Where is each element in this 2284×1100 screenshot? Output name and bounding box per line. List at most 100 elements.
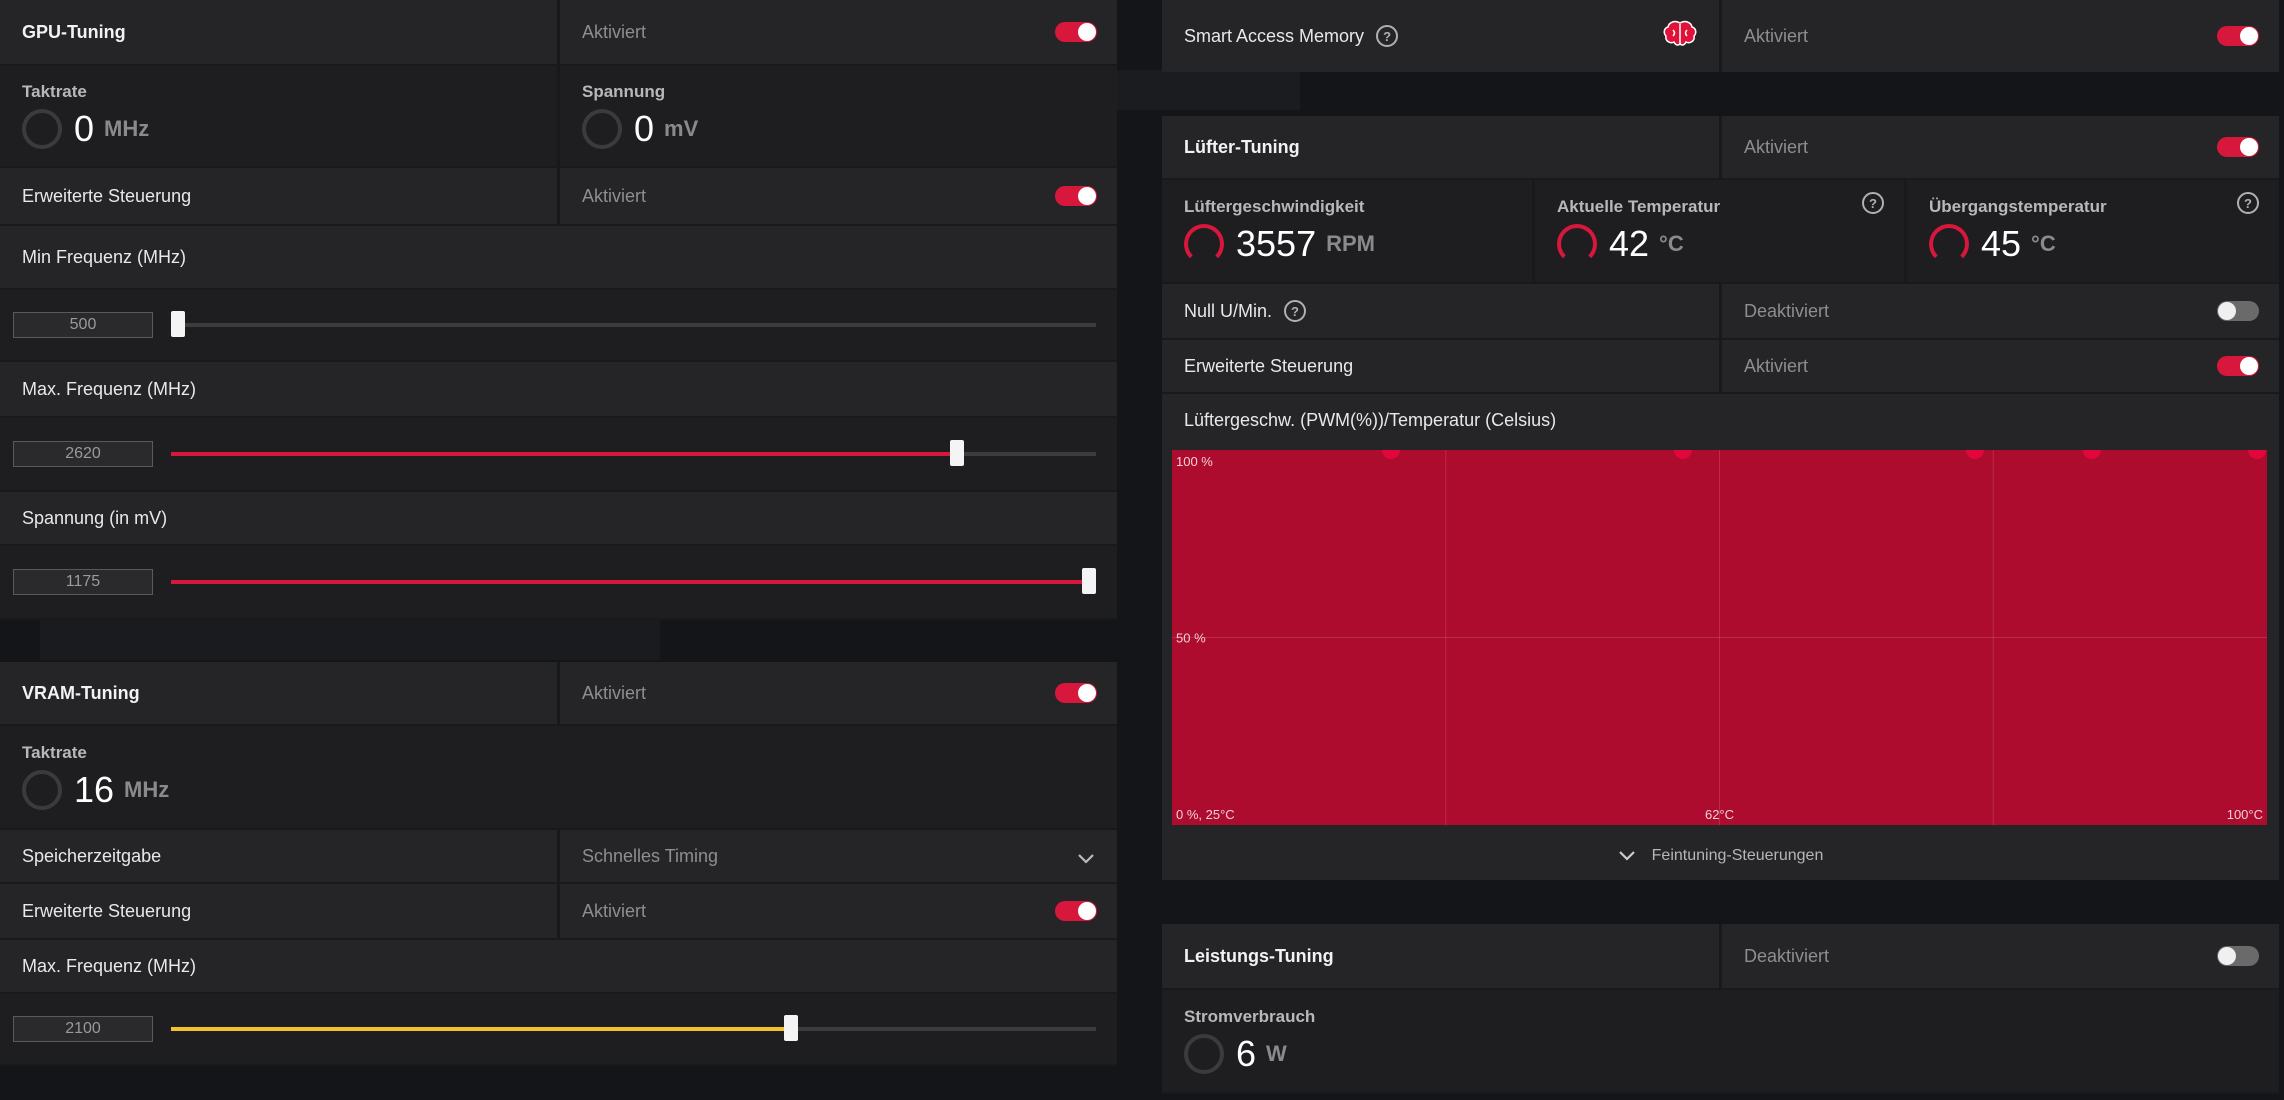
zero-rpm-toggle[interactable]	[2217, 301, 2259, 321]
fan-speed-value: 3557	[1236, 223, 1317, 264]
vram-tuning-header: VRAM-Tuning Aktiviert	[0, 662, 1117, 726]
fan-tuning-toggle[interactable]	[2217, 137, 2259, 157]
smart-access-memory-toggle[interactable]	[2217, 26, 2259, 46]
vram-clock-label: Taktrate	[22, 743, 87, 762]
max-freq-slider-row: 2620	[0, 418, 1117, 492]
vram-max-freq-label: Max. Frequenz (MHz)	[22, 955, 197, 976]
help-icon[interactable]: ?	[1376, 25, 1399, 47]
vram-clock-row: Taktrate 16 MHz	[0, 726, 1117, 830]
max-freq-slider[interactable]	[171, 440, 1096, 466]
junction-temperature-label: Übergangstemperatur	[1929, 197, 2107, 216]
brain-icon	[1663, 20, 1697, 53]
fan-tuning-panel: Lüfter-Tuning Aktiviert Lüftergeschwindi…	[1162, 116, 2279, 880]
power-tuning-toggle[interactable]	[2217, 946, 2259, 966]
fan-metrics-row: Lüftergeschwindigkeit 3557 RPM ? Aktuell…	[1162, 180, 2279, 284]
vram-clock-value: 16	[74, 769, 115, 810]
current-temperature-metric: ? Aktuelle Temperatur 42 °C	[1532, 180, 1904, 282]
gpu-tuning-panel: GPU-Tuning Aktiviert Taktrate 0 MHz Span…	[0, 0, 1117, 620]
smart-access-memory-label: Smart Access Memory	[1184, 25, 1365, 46]
fine-tuning-row[interactable]: Feintuning-Steuerungen	[1162, 832, 2279, 880]
max-freq-slider-thumb[interactable]	[950, 440, 965, 466]
voltage-label-row: Spannung (in mV)	[0, 492, 1117, 546]
vram-clock-metric: Taktrate 16 MHz	[0, 726, 169, 828]
vram-max-freq-slider[interactable]	[171, 1015, 1096, 1041]
power-tuning-title: Leistungs-Tuning	[1184, 945, 1334, 966]
vram-advanced-state: Aktiviert	[582, 900, 647, 921]
help-icon[interactable]: ?	[2237, 192, 2259, 214]
voltage-slider-row: 1175	[0, 546, 1117, 620]
power-consumption-gauge-icon	[1184, 1034, 1224, 1074]
gpu-metrics-row: Taktrate 0 MHz Spannung 0 mV	[0, 66, 1117, 168]
gpu-voltage-metric: Spannung 0 mV	[557, 66, 1117, 166]
current-temperature-label: Aktuelle Temperatur	[1557, 197, 1721, 216]
vram-clock-gauge-icon	[22, 770, 62, 810]
gpu-clock-label: Taktrate	[22, 82, 87, 101]
power-consumption-row: Stromverbrauch 6 W	[1162, 990, 2279, 1094]
help-icon[interactable]: ?	[1862, 192, 1884, 214]
fan-curve-chart[interactable]: 100 % 50 % 0 %, 25°C 62°C 100°C	[1172, 441, 2267, 830]
current-temperature-value: 42	[1609, 223, 1650, 264]
power-tuning-panel: Leistungs-Tuning Deaktiviert Stromverbra…	[1162, 924, 2279, 1094]
y-tick-label-100: 100 %	[1176, 454, 1213, 469]
power-consumption-metric: Stromverbrauch 6 W	[1162, 990, 1315, 1092]
power-consumption-unit: W	[1266, 1041, 1287, 1066]
voltage-slider-thumb[interactable]	[1082, 568, 1096, 594]
memory-timing-dropdown[interactable]: Schnelles Timing	[557, 830, 1117, 882]
junction-temperature-unit: °C	[2031, 231, 2056, 256]
current-temperature-unit: °C	[1659, 231, 1684, 256]
power-tuning-header: Leistungs-Tuning Deaktiviert	[1162, 924, 2279, 990]
fan-speed-gauge-icon	[1184, 224, 1224, 264]
fan-advanced-label: Erweiterte Steuerung	[1184, 355, 1354, 376]
help-icon[interactable]: ?	[1284, 300, 1307, 322]
current-temperature-gauge-icon	[1557, 224, 1597, 264]
max-freq-label-row: Max. Frequenz (MHz)	[0, 362, 1117, 418]
gpu-advanced-state: Aktiviert	[582, 185, 647, 206]
voltage-slider-label: Spannung (in mV)	[22, 507, 168, 528]
chevron-down-icon	[1618, 850, 1636, 862]
fan-speed-metric: Lüftergeschwindigkeit 3557 RPM	[1162, 180, 1532, 282]
min-freq-label: Min Frequenz (MHz)	[22, 246, 187, 267]
zero-rpm-label: Null U/Min.	[1184, 300, 1273, 321]
fan-advanced-toggle[interactable]	[2217, 356, 2259, 376]
vram-advanced-row: Erweiterte Steuerung Aktiviert	[0, 884, 1117, 940]
vram-tuning-state: Aktiviert	[582, 682, 647, 703]
power-consumption-label: Stromverbrauch	[1184, 1007, 1316, 1026]
voltage-input[interactable]: 1175	[13, 569, 153, 595]
vram-max-freq-slider-thumb[interactable]	[783, 1015, 798, 1041]
gpu-voltage-label: Spannung	[582, 82, 666, 101]
max-freq-input[interactable]: 2620	[13, 441, 153, 467]
fan-tuning-state: Aktiviert	[1744, 136, 1809, 157]
x-tick-label-end: 100°C	[2227, 807, 2263, 822]
vram-tuning-title: VRAM-Tuning	[22, 682, 140, 703]
gpu-tuning-header: GPU-Tuning Aktiviert	[0, 0, 1117, 66]
junction-temperature-gauge-icon	[1929, 224, 1969, 264]
min-freq-slider[interactable]	[171, 311, 1096, 337]
fan-curve-svg[interactable]: 100 % 50 % 0 %, 25°C 62°C 100°C	[1172, 441, 2267, 830]
voltage-slider[interactable]	[171, 568, 1096, 594]
junction-temperature-metric: ? Übergangstemperatur 45 °C	[1904, 180, 2279, 282]
min-freq-slider-thumb[interactable]	[171, 311, 185, 337]
vram-tuning-toggle[interactable]	[1055, 683, 1097, 703]
gpu-voltage-value: 0	[634, 108, 655, 149]
vram-clock-unit: MHz	[124, 777, 170, 802]
memory-timing-row: Speicherzeitgabe Schnelles Timing	[0, 830, 1117, 884]
fan-speed-label: Lüftergeschwindigkeit	[1184, 197, 1365, 216]
vram-advanced-label: Erweiterte Steuerung	[22, 900, 192, 921]
chevron-down-icon	[1077, 849, 1095, 870]
power-tuning-state: Deaktiviert	[1744, 945, 1830, 966]
gpu-tuning-title: GPU-Tuning	[22, 21, 126, 42]
fan-tuning-title: Lüfter-Tuning	[1184, 136, 1300, 157]
gpu-advanced-toggle[interactable]	[1055, 186, 1097, 206]
max-freq-slider-fill	[171, 452, 958, 456]
vram-advanced-toggle[interactable]	[1055, 901, 1097, 921]
min-freq-input[interactable]: 500	[13, 312, 153, 338]
max-freq-label: Max. Frequenz (MHz)	[22, 378, 197, 399]
power-consumption-value: 6	[1236, 1033, 1257, 1074]
min-freq-label-row: Min Frequenz (MHz)	[0, 226, 1117, 290]
gpu-tuning-toggle[interactable]	[1055, 22, 1097, 42]
vram-tuning-panel: VRAM-Tuning Aktiviert Taktrate 16 MHz Sp…	[0, 662, 1117, 1066]
gpu-clock-gauge-icon	[22, 109, 62, 149]
x-tick-label-mid: 62°C	[1705, 807, 1734, 822]
vram-max-freq-input[interactable]: 2100	[13, 1016, 153, 1042]
fan-advanced-state: Aktiviert	[1744, 355, 1809, 376]
